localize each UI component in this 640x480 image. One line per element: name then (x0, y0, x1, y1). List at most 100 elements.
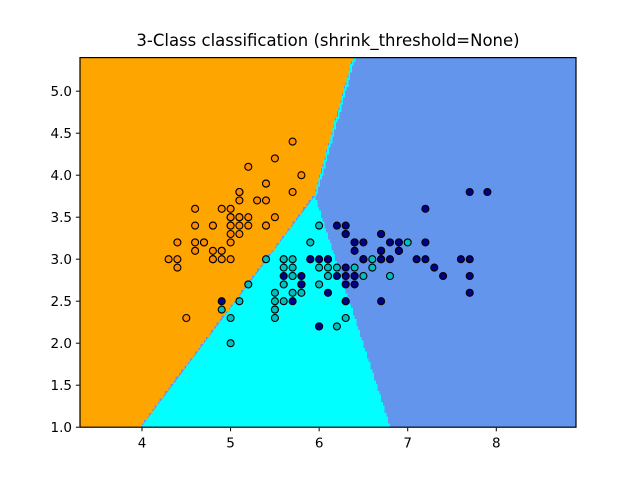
data-point (350, 263, 359, 272)
data-point (235, 229, 244, 239)
data-point (350, 246, 359, 255)
x-axis-ticks (141, 427, 497, 432)
data-point (182, 313, 191, 323)
data-point (261, 179, 271, 188)
data-point (341, 280, 350, 289)
data-point (217, 305, 226, 314)
data-point (456, 255, 465, 264)
data-point (244, 221, 253, 230)
data-point (226, 313, 235, 323)
data-point (244, 213, 253, 222)
data-point (208, 255, 217, 264)
y-tick-label: 4.5 (51, 126, 72, 142)
data-point (270, 213, 279, 222)
data-point (306, 255, 315, 264)
data-point (421, 204, 430, 213)
data-point (368, 263, 377, 272)
data-point (412, 255, 421, 264)
data-point (288, 271, 297, 281)
data-point (226, 238, 235, 247)
data-point (235, 297, 244, 306)
data-point (217, 297, 226, 306)
data-point (288, 187, 297, 197)
data-point (385, 238, 395, 247)
data-point (430, 263, 439, 272)
data-point (191, 221, 200, 230)
data-point (164, 255, 173, 264)
data-point (394, 246, 403, 255)
data-point (315, 322, 324, 331)
data-point (421, 255, 430, 264)
data-point (341, 221, 350, 230)
data-point (173, 255, 182, 264)
data-point (217, 255, 226, 264)
data-point (199, 238, 209, 247)
data-point (315, 280, 324, 289)
data-point (439, 271, 448, 281)
y-tick-label: 4.0 (51, 168, 72, 184)
y-tick-label: 1.5 (51, 378, 72, 394)
data-point (341, 313, 350, 323)
data-point (394, 238, 403, 247)
data-point (226, 213, 235, 222)
data-point (315, 221, 324, 230)
x-tick-label: 7 (403, 436, 412, 452)
x-tick-label: 8 (492, 436, 501, 452)
data-point (226, 221, 235, 230)
data-point (279, 280, 288, 289)
data-point (270, 313, 279, 323)
data-point (270, 297, 279, 306)
data-point (332, 263, 341, 272)
data-point (208, 221, 217, 230)
data-point (350, 238, 359, 247)
data-point (244, 162, 253, 171)
y-tick-label: 2.5 (51, 294, 72, 310)
data-point (377, 229, 386, 239)
x-axis-tick-labels: 4 5 6 7 8 (138, 436, 501, 452)
y-tick-label: 1.0 (51, 420, 72, 436)
region-cyan (141, 196, 390, 428)
data-point (235, 221, 244, 230)
data-point (270, 305, 279, 314)
data-point (341, 297, 350, 306)
data-point (465, 288, 474, 297)
data-point (341, 263, 350, 272)
scatter-class-0 (164, 137, 306, 323)
data-point (465, 255, 474, 264)
data-point (332, 322, 341, 331)
data-point (359, 238, 368, 247)
data-point (279, 271, 288, 281)
data-point (421, 238, 430, 247)
y-tick-label: 3.0 (51, 252, 72, 268)
data-point (377, 246, 386, 255)
data-point (288, 297, 297, 306)
data-point (226, 204, 235, 213)
region-orange (80, 57, 354, 428)
data-point (191, 238, 200, 247)
data-point (350, 280, 359, 289)
data-point (288, 288, 297, 297)
data-point (385, 255, 395, 264)
data-point (226, 229, 235, 239)
data-point (359, 255, 368, 264)
x-tick-label: 5 (226, 436, 235, 452)
data-point (323, 255, 333, 264)
data-point (297, 271, 306, 281)
data-point (315, 255, 324, 264)
data-point (279, 255, 288, 264)
data-point (350, 271, 359, 281)
scatter-points (164, 137, 492, 348)
data-point (261, 255, 271, 264)
data-point (279, 263, 288, 272)
data-point (297, 171, 306, 180)
data-point (385, 271, 395, 281)
x-tick-label: 6 (315, 436, 324, 452)
data-point (306, 238, 315, 247)
data-point (341, 271, 350, 281)
x-tick-label: 4 (138, 436, 147, 452)
data-point (377, 297, 386, 306)
data-point (270, 288, 279, 297)
data-point (173, 238, 182, 247)
